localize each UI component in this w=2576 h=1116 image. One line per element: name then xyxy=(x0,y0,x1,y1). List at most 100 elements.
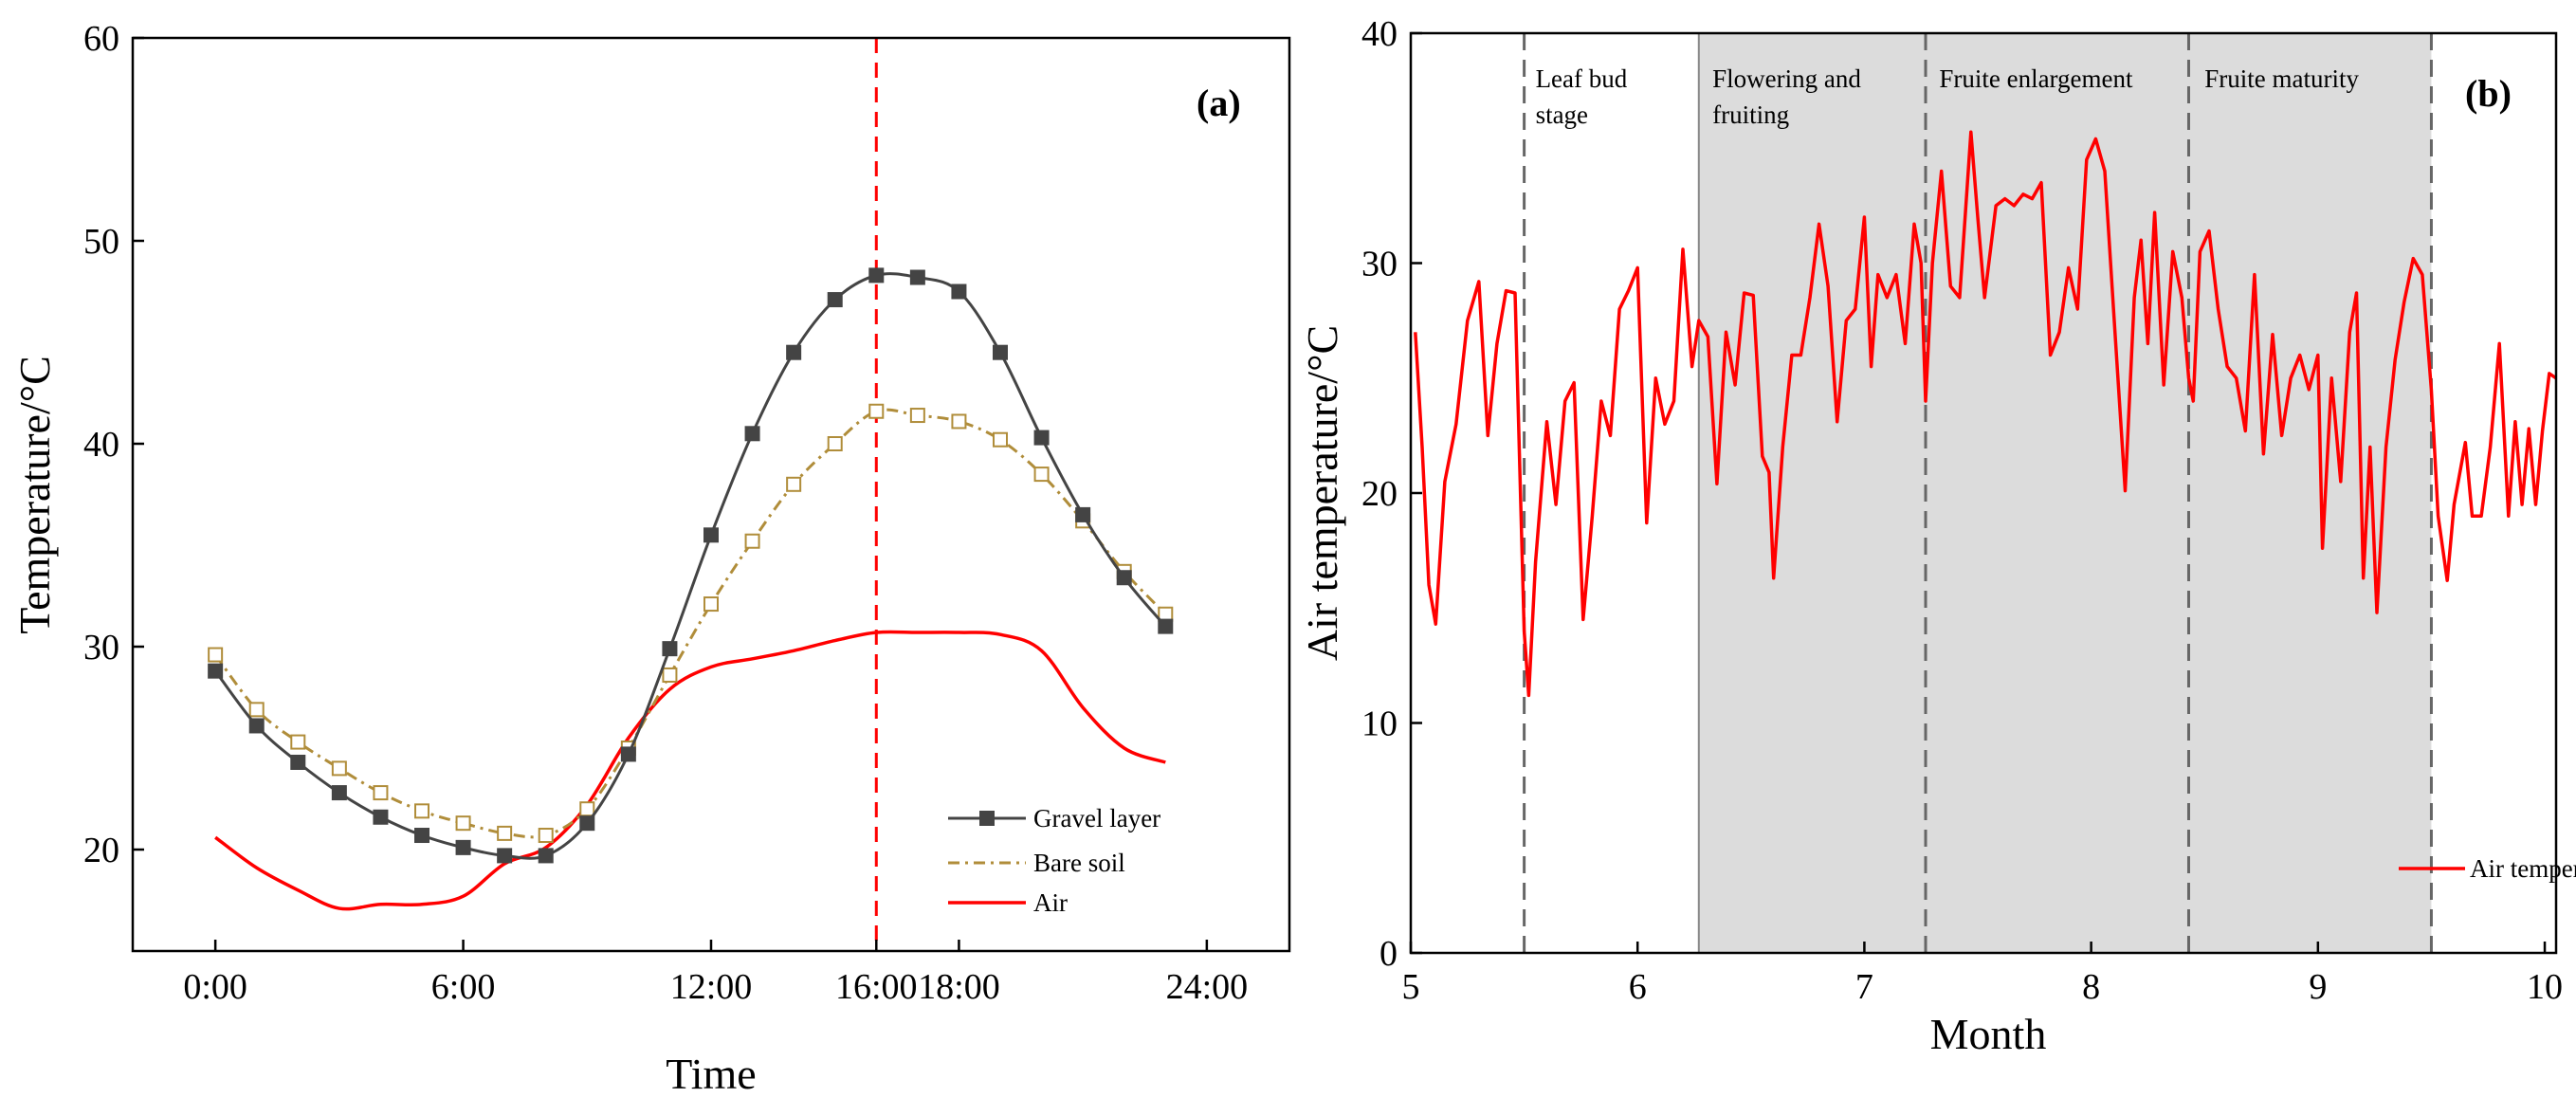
y-tick-label-50: 50 xyxy=(83,222,119,262)
panel-a-legend: Gravel layer Bare soil Air xyxy=(948,804,1160,917)
legend-label-bare-soil: Bare soil xyxy=(1033,849,1125,877)
b-y-tick-label-40: 40 xyxy=(1361,14,1398,54)
point-bare-soil-6 xyxy=(455,815,471,832)
point-bare-soil-15 xyxy=(827,436,843,451)
stage-label-2-line-2: fruiting xyxy=(1712,101,1789,129)
point-bare-soil-9 xyxy=(579,801,595,817)
stage-label-4: Fruite maturity xyxy=(2204,64,2359,93)
stage-label-2: Flowering and fruiting xyxy=(1712,64,1861,129)
panel-b-y-axis-title: Air temperature/°C xyxy=(1298,325,1346,661)
panel-a-x-ticks: 0:00 6:00 12:00 16:00 18:00 24:00 xyxy=(183,940,1248,1007)
panel-a-plot-area xyxy=(208,38,1174,951)
point-gravel-layer-3 xyxy=(331,785,347,801)
stage-label-1-line-1: Leaf bud xyxy=(1536,64,1628,93)
point-bare-soil-17 xyxy=(909,408,925,424)
legend-entry-gravel-layer: Gravel layer xyxy=(948,804,1160,832)
panel-b: Leaf bud stage Flowering and fruiting Fruite… xyxy=(1298,14,2576,1058)
series-line-air-temperature xyxy=(1414,130,2557,698)
point-bare-soil-19 xyxy=(993,431,1008,448)
b-y-tick-label-0: 0 xyxy=(1379,934,1398,974)
x-tick-label-18-00: 18:00 xyxy=(918,967,1000,1007)
point-bare-soil-18 xyxy=(951,413,967,430)
point-gravel-layer-6 xyxy=(455,839,471,855)
point-bare-soil-8 xyxy=(538,828,554,844)
y-tick-label-20: 20 xyxy=(83,831,119,870)
series-line-air xyxy=(214,630,1166,911)
point-gravel-layer-16 xyxy=(868,267,885,284)
panel-b-x-axis-title: Month xyxy=(1930,1010,2047,1058)
b-x-tick-label-5: 5 xyxy=(1402,967,1420,1007)
panel-b-x-ticks: 5 6 7 8 9 10 xyxy=(1402,942,2563,1007)
x-tick-label-24-00: 24:00 xyxy=(1166,967,1249,1007)
x-tick-label-12-00: 12:00 xyxy=(670,967,753,1007)
panel-b-y-ticks: 0 10 20 30 40 xyxy=(1361,14,1422,974)
series-line-gravel-layer xyxy=(213,272,1167,860)
b-y-tick-label-10: 10 xyxy=(1361,704,1398,744)
point-bare-soil-14 xyxy=(786,476,802,492)
series-bare-soil xyxy=(208,403,1174,844)
panel-a-y-ticks: 20 30 40 50 60 xyxy=(83,19,144,870)
point-gravel-layer-9 xyxy=(579,815,595,832)
point-bare-soil-11 xyxy=(662,667,678,683)
series-gravel-layer xyxy=(208,267,1174,864)
stage-label-1-line-2: stage xyxy=(1536,101,1588,129)
b-x-tick-label-9: 9 xyxy=(2309,967,2327,1007)
legend-label-air: Air xyxy=(1033,888,1068,917)
point-gravel-layer-4 xyxy=(373,809,389,825)
b-y-tick-label-30: 30 xyxy=(1361,245,1398,284)
y-tick-label-40: 40 xyxy=(83,425,119,465)
b-y-tick-label-20: 20 xyxy=(1361,474,1398,514)
point-gravel-layer-5 xyxy=(414,828,429,844)
panel-b-legend: Air temperature xyxy=(2399,854,2576,883)
point-bare-soil-13 xyxy=(744,533,760,549)
point-gravel-layer-1 xyxy=(248,718,265,734)
series-air xyxy=(214,630,1166,911)
stage-label-2-line-1: Flowering and xyxy=(1712,64,1861,93)
point-gravel-layer-19 xyxy=(993,344,1008,360)
stage-label-1: Leaf bud stage xyxy=(1536,64,1628,129)
legend-label-gravel-layer: Gravel layer xyxy=(1033,804,1160,832)
point-gravel-layer-18 xyxy=(951,284,967,300)
stage-label-4-line-1: Fruite maturity xyxy=(2204,64,2359,93)
legend-entry-air: Air xyxy=(948,888,1068,917)
point-gravel-layer-11 xyxy=(662,641,678,657)
legend-marker-gravel-layer xyxy=(979,811,995,826)
panel-a-label: (a) xyxy=(1197,82,1241,124)
panel-a-y-axis-title: Temperature/°C xyxy=(10,356,59,634)
legend-label-air-temperature: Air temperature xyxy=(2470,854,2576,883)
legend-entry-bare-soil: Bare soil xyxy=(948,849,1125,877)
point-gravel-layer-8 xyxy=(538,848,554,864)
point-gravel-layer-17 xyxy=(909,269,925,285)
point-bare-soil-7 xyxy=(497,825,513,841)
point-bare-soil-5 xyxy=(414,803,429,819)
point-gravel-layer-7 xyxy=(497,848,513,864)
point-bare-soil-3 xyxy=(331,760,347,777)
point-gravel-layer-22 xyxy=(1116,570,1132,586)
point-gravel-layer-15 xyxy=(827,292,843,308)
point-bare-soil-16 xyxy=(868,403,885,419)
point-bare-soil-20 xyxy=(1033,467,1050,483)
panel-b-label: (b) xyxy=(2465,72,2512,115)
point-gravel-layer-2 xyxy=(290,754,306,770)
point-gravel-layer-0 xyxy=(208,663,224,679)
point-gravel-layer-12 xyxy=(703,527,719,543)
panel-b-plot-area: Leaf bud stage Flowering and fruiting Fruite… xyxy=(1414,33,2557,953)
point-gravel-layer-10 xyxy=(620,746,636,762)
stage-label-3: Fruite enlargement xyxy=(1939,64,2133,93)
point-gravel-layer-23 xyxy=(1158,618,1174,634)
panel-a-x-axis-title: Time xyxy=(666,1050,756,1098)
y-tick-label-60: 60 xyxy=(83,19,119,59)
series-line-bare-soil xyxy=(213,408,1167,839)
x-tick-label-6-00: 6:00 xyxy=(431,967,496,1007)
point-bare-soil-0 xyxy=(208,647,224,663)
stage-shading xyxy=(1698,33,2432,953)
x-tick-label-0-00: 0:00 xyxy=(183,967,247,1007)
stage-label-3-line-1: Fruite enlargement xyxy=(1939,64,2133,93)
y-tick-label-30: 30 xyxy=(83,628,119,668)
point-gravel-layer-21 xyxy=(1075,506,1091,522)
point-bare-soil-12 xyxy=(703,596,719,613)
b-x-tick-label-10: 10 xyxy=(2527,967,2563,1007)
b-x-tick-label-6: 6 xyxy=(1629,967,1647,1007)
